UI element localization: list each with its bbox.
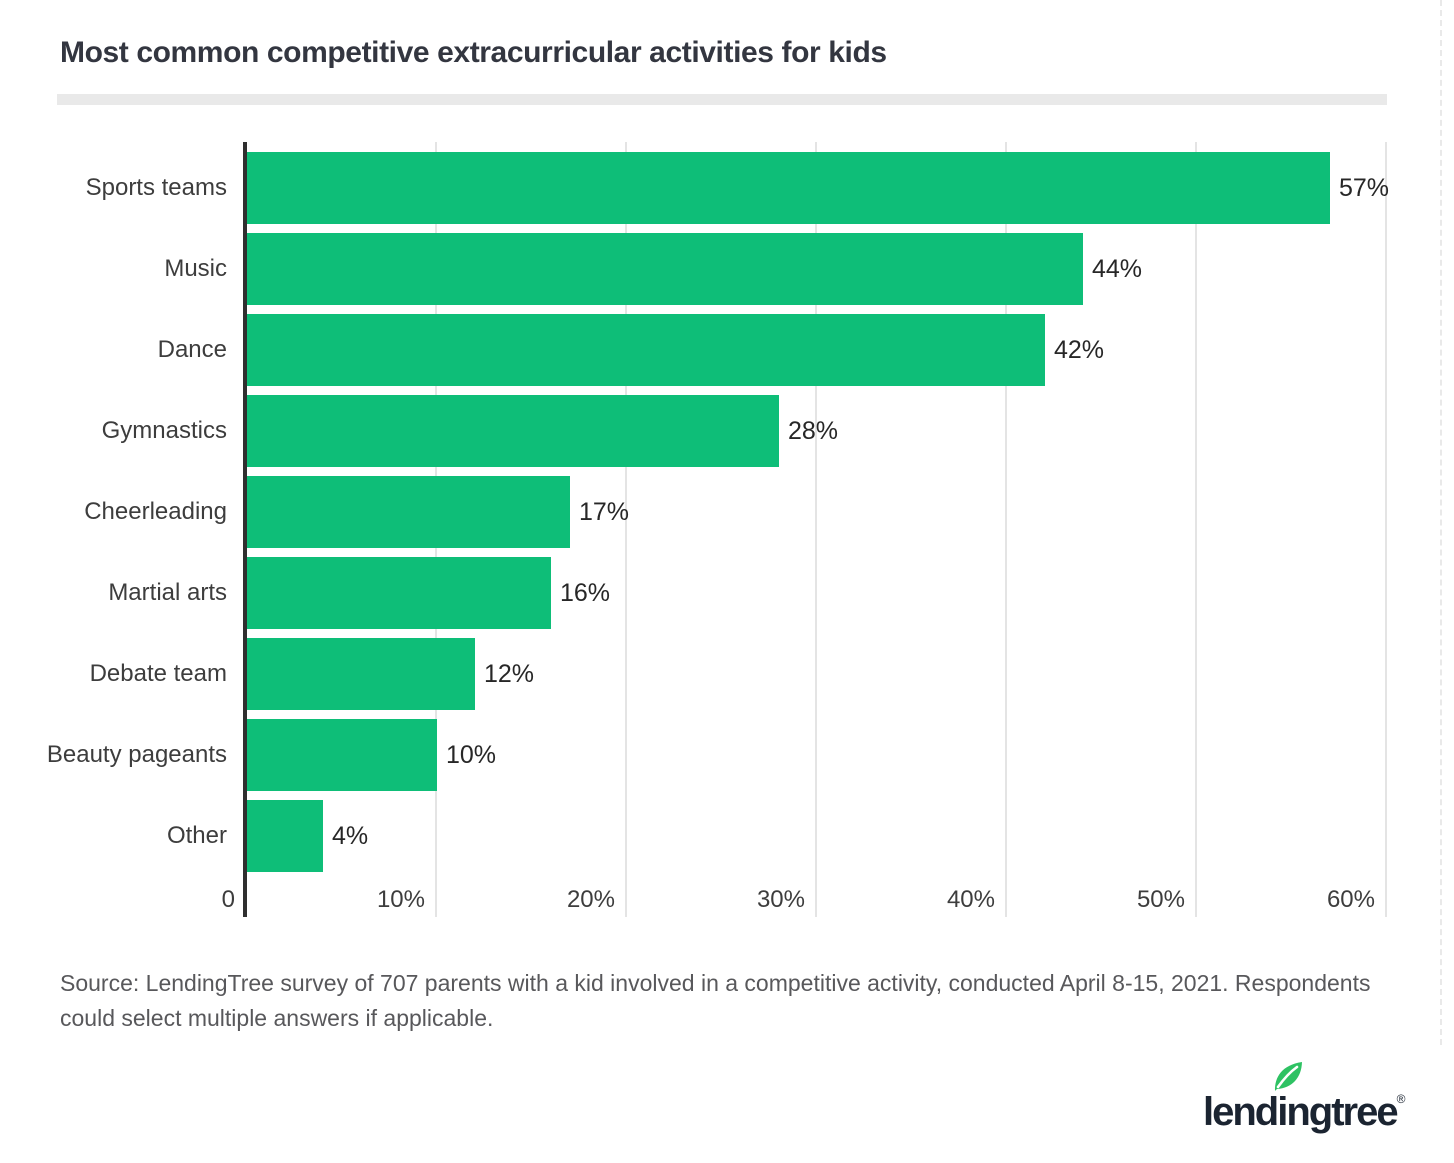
bar: [247, 557, 551, 629]
bar: [247, 638, 475, 710]
value-label: 16%: [560, 579, 611, 607]
value-label: 44%: [1092, 255, 1143, 283]
category-label: Music: [164, 255, 227, 282]
category-label: Debate team: [89, 660, 227, 687]
x-tick-label: 40%: [946, 886, 995, 913]
x-tick-label: 10%: [376, 886, 425, 913]
bar-chart: Sports teams 57% Music 44% Dance 42% Gymnastic…: [46, 142, 1390, 917]
gridline-20%: [625, 142, 627, 917]
bar: [247, 314, 1045, 386]
bar: [247, 233, 1083, 305]
category-label: Gymnastics: [101, 417, 227, 444]
dashed-right-guide: [1440, 0, 1442, 1045]
value-label: 28%: [788, 417, 839, 445]
value-label: 10%: [446, 741, 497, 769]
x-tick-label: 50%: [1136, 886, 1185, 913]
y-axis-line: [243, 142, 247, 917]
category-label: Cheerleading: [84, 498, 227, 525]
title-divider: [57, 94, 1387, 105]
bar: [247, 395, 779, 467]
x-tick-label: 30%: [756, 886, 805, 913]
x-tick-label: 60%: [1326, 886, 1375, 913]
value-label: 17%: [579, 498, 630, 526]
bar: [247, 800, 323, 872]
registered-mark: ®: [1396, 1092, 1406, 1106]
leaf-icon: [1274, 1062, 1302, 1091]
bar: [247, 719, 437, 791]
gridline-60%: [1385, 142, 1387, 917]
x-tick-label: 20%: [566, 886, 615, 913]
gridline-30%: [815, 142, 817, 917]
category-label: Martial arts: [108, 579, 227, 606]
category-label: Dance: [157, 336, 227, 363]
value-label: 4%: [332, 822, 369, 850]
value-label: 42%: [1054, 336, 1105, 364]
lendingtree-logo: lendingtree®: [1203, 1058, 1406, 1148]
chart-title: Most common competitive extracurricular …: [60, 36, 887, 69]
value-label: 12%: [484, 660, 535, 688]
logo-wordmark: lendingtree®: [1203, 1090, 1406, 1134]
category-label: Other: [166, 822, 227, 849]
category-label: Beauty pageants: [46, 741, 227, 768]
source-note: Source: LendingTree survey of 707 parent…: [60, 970, 1371, 1031]
value-label: 57%: [1339, 174, 1390, 202]
category-label: Sports teams: [85, 174, 227, 201]
bar: [247, 152, 1330, 224]
bar: [247, 476, 570, 548]
x-tick-label: 0: [221, 886, 235, 913]
gridline-40%: [1005, 142, 1007, 917]
gridline-50%: [1195, 142, 1197, 917]
